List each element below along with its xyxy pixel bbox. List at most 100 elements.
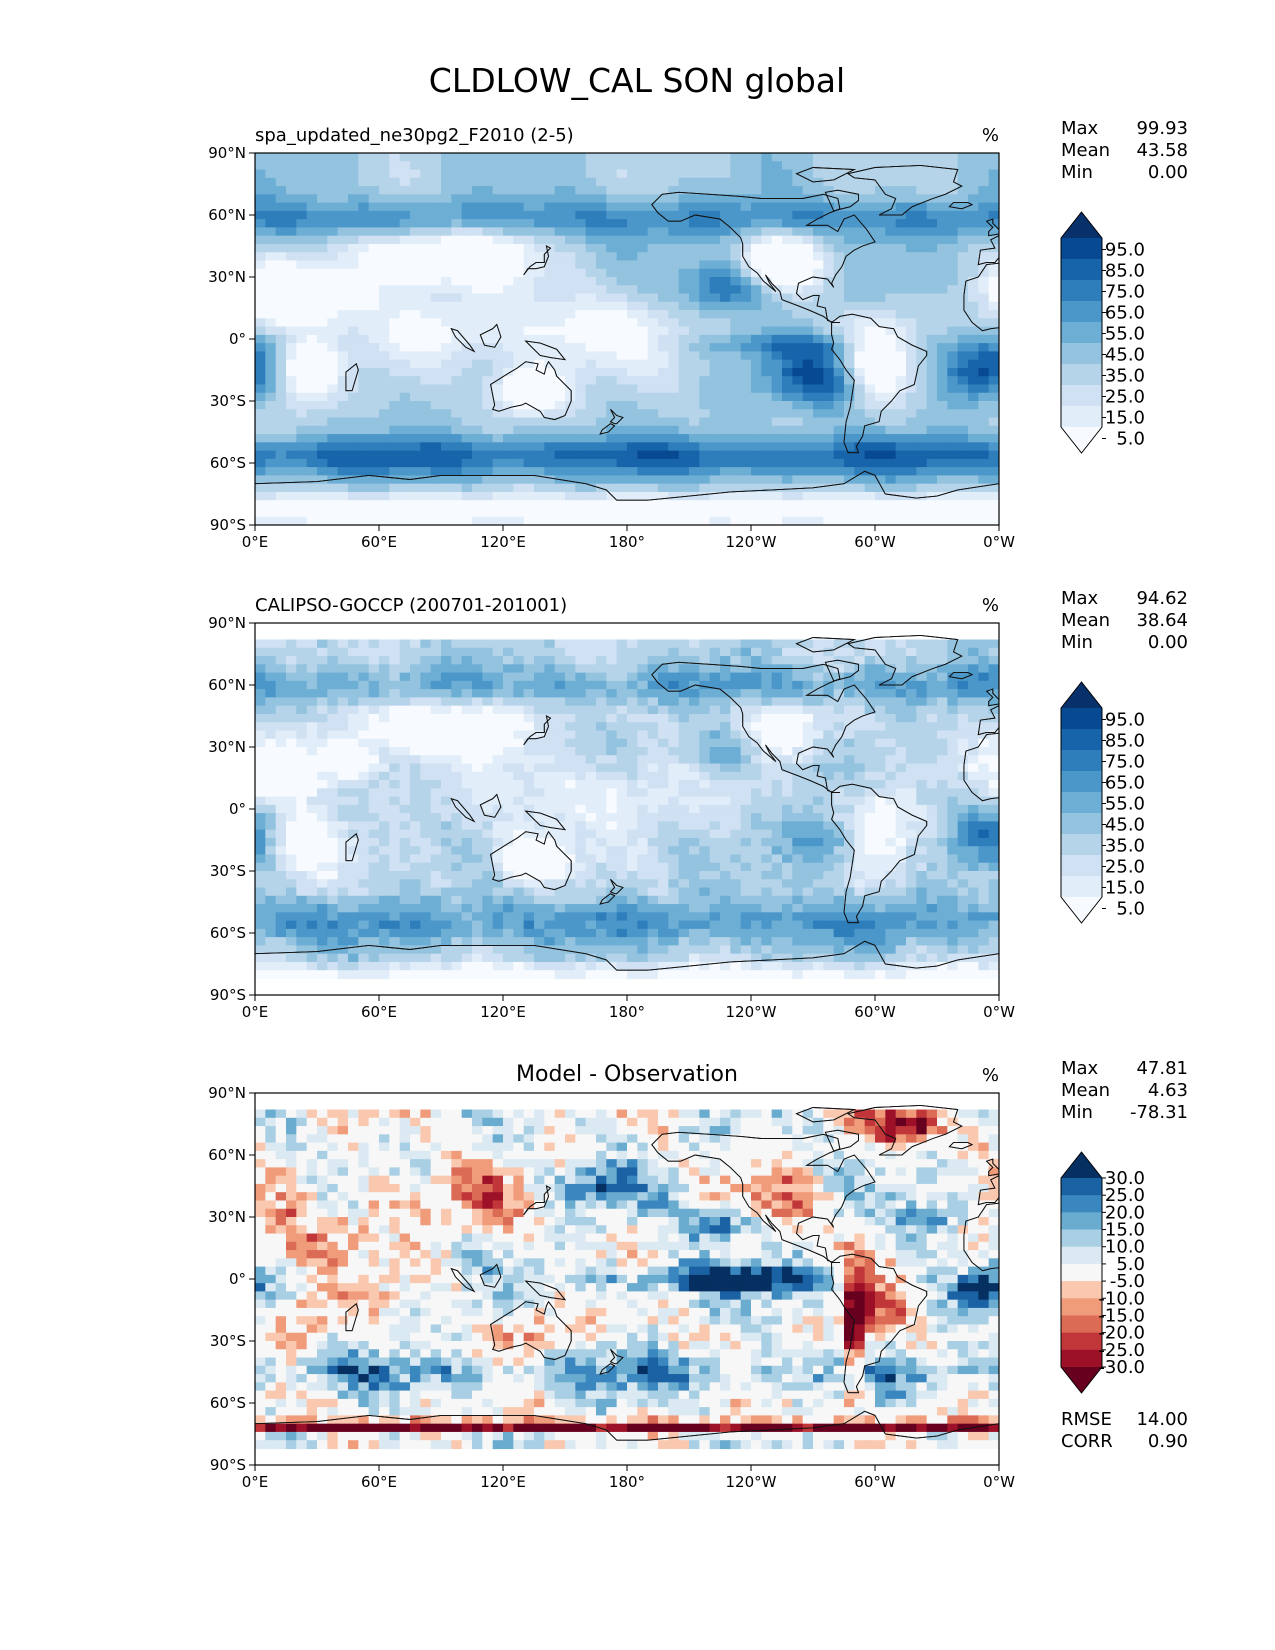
map-panel-obs: 0°E 60°E 120°E 180° 120°W 60°W 0°W 90°N 60°N 30°N… — [208, 588, 1188, 1021]
colorbar-tick-label: 20.0 — [1105, 1202, 1145, 1223]
colorbar-tick-label: 85.0 — [1105, 731, 1145, 752]
coastline-britain — [985, 1158, 999, 1177]
coastline-australia — [490, 1300, 572, 1361]
panel-title-center: Model - Observation — [516, 1062, 738, 1087]
y-tick-label: 30°S — [210, 862, 246, 880]
colorbar-tick-label: 5.0 — [1116, 1254, 1145, 1275]
y-tick-label: 30°S — [210, 392, 246, 410]
colorbar-segment — [1061, 238, 1102, 260]
stat-label-rmse: RMSE — [1061, 1409, 1112, 1430]
coastline-australia — [490, 830, 572, 891]
colorbar-tick-label: 55.0 — [1105, 324, 1145, 345]
coastline-ellesmere — [795, 1107, 857, 1123]
colorbar-tick-label: 95.0 — [1105, 710, 1145, 731]
colorbar-tick-label: 65.0 — [1105, 303, 1145, 324]
coastline-borneo — [479, 1263, 502, 1288]
x-tick-label: 180° — [609, 533, 645, 551]
colorbar-tick-label: 75.0 — [1105, 752, 1145, 773]
colorbar-tick-label: -10.0 — [1098, 1288, 1145, 1309]
colorbar-extend-min — [1061, 897, 1102, 923]
x-tick-label: 120°E — [480, 1473, 526, 1491]
panel-units: % — [982, 595, 999, 616]
stat-value-mean: 4.63 — [1148, 1080, 1188, 1101]
stat-label-max: Max — [1061, 118, 1099, 139]
coastline-greenland — [846, 1104, 963, 1156]
coastlines-diff — [255, 1104, 999, 1441]
coastline-japan — [523, 1185, 552, 1216]
coastline-madagascar — [345, 833, 359, 862]
y-tick-label: 60°N — [208, 206, 246, 224]
y-tick-label: 60°N — [208, 1146, 246, 1164]
x-tick-label: 0°W — [983, 1473, 1015, 1491]
x-tick-label: 120°W — [726, 533, 777, 551]
colorbar-tick-label: 15.0 — [1105, 878, 1145, 899]
colorbar-tick-label: 35.0 — [1105, 836, 1145, 857]
colorbar-tick-label: 35.0 — [1105, 366, 1145, 387]
coastline-ellesmere — [795, 637, 857, 653]
stat-value-mean: 43.58 — [1136, 140, 1188, 161]
colorbar-model: 95.085.075.065.055.045.035.025.015.05.0 — [1060, 211, 1145, 454]
colorbar-tick-label: 45.0 — [1105, 345, 1145, 366]
coastline-britain — [985, 688, 999, 707]
field-raster-obs — [255, 639, 999, 980]
figure-title: CLDLOW_CAL SON global — [429, 61, 845, 100]
colorbar-segment — [1061, 834, 1102, 856]
stat-value-rmse: 14.00 — [1136, 1409, 1188, 1430]
panel-units: % — [982, 1065, 999, 1086]
y-tick-label: 90°S — [210, 1456, 246, 1474]
colorbar-segment — [1061, 280, 1102, 302]
panel-title-left: CALIPSO-GOCCP (200701-201001) — [255, 595, 567, 616]
y-tick-label: 90°N — [208, 614, 246, 632]
coastline-australia — [490, 360, 572, 421]
colorbar-extend-max — [1061, 1152, 1102, 1178]
colorbar-segment — [1061, 729, 1102, 751]
colorbar-tick-label: 25.0 — [1105, 857, 1145, 878]
panel-title-left: spa_updated_ne30pg2_F2010 (2-5) — [255, 125, 574, 146]
x-tick-label: 60°W — [854, 1003, 896, 1021]
colorbar-tick-label: 65.0 — [1105, 773, 1145, 794]
y-tick-label: 0° — [229, 800, 246, 818]
colorbar-segment — [1061, 385, 1102, 407]
coastline-japan — [523, 715, 552, 746]
colorbar-tick-label: 10.0 — [1105, 1237, 1145, 1258]
y-tick-label: 30°N — [208, 268, 246, 286]
coastline-newguinea — [524, 810, 567, 831]
stat-label-min: Min — [1061, 632, 1093, 653]
coastline-britain — [985, 218, 999, 237]
colorbar-segment — [1061, 708, 1102, 730]
coastline-samerica — [831, 1253, 928, 1394]
x-tick-label: 60°W — [854, 1473, 896, 1491]
stat-label-corr: CORR — [1061, 1431, 1113, 1452]
colorbar-segment — [1061, 1212, 1102, 1231]
coastline-samerica — [831, 313, 928, 454]
x-tick-label: 0°E — [242, 1003, 269, 1021]
coastline-ellesmere — [795, 167, 857, 183]
stat-label-mean: Mean — [1061, 610, 1110, 631]
y-tick-label: 60°N — [208, 676, 246, 694]
colorbar-tick-label: 25.0 — [1105, 387, 1145, 408]
colorbar-segment — [1061, 771, 1102, 793]
coastline-sumatra — [450, 1267, 476, 1293]
x-tick-label: 180° — [609, 1003, 645, 1021]
x-tick-label: 0°E — [242, 533, 269, 551]
x-tick-label: 0°W — [983, 533, 1015, 551]
colorbar-segment — [1061, 364, 1102, 386]
stat-value-min: -78.31 — [1130, 1102, 1188, 1123]
colorbar-tick-label: -20.0 — [1098, 1323, 1145, 1344]
x-tick-label: 60°W — [854, 533, 896, 551]
coastline-iceland — [948, 672, 974, 680]
map-panel-diff: 0°E 60°E 120°E 180° 120°W 60°W 0°W 90°N 60°N 30°N… — [208, 1058, 1188, 1491]
colorbar-tick-label: 45.0 — [1105, 815, 1145, 836]
coastline-antarctica — [255, 940, 999, 971]
y-tick-label: 0° — [229, 1270, 246, 1288]
stat-value-mean: 38.64 — [1136, 610, 1188, 631]
colorbar-segment — [1061, 1229, 1102, 1248]
colorbar-diff: 30.025.020.015.010.05.0-5.0-10.0-15.0-20… — [1060, 1151, 1145, 1394]
y-tick-label: 60°S — [210, 924, 246, 942]
coastline-antarctica — [255, 470, 999, 501]
colorbar-tick-label: -30.0 — [1098, 1357, 1145, 1378]
stat-label-mean: Mean — [1061, 1080, 1110, 1101]
coastline-sumatra — [450, 797, 476, 823]
colorbar-segment — [1061, 1349, 1102, 1368]
colorbar-extend-max — [1061, 682, 1102, 708]
